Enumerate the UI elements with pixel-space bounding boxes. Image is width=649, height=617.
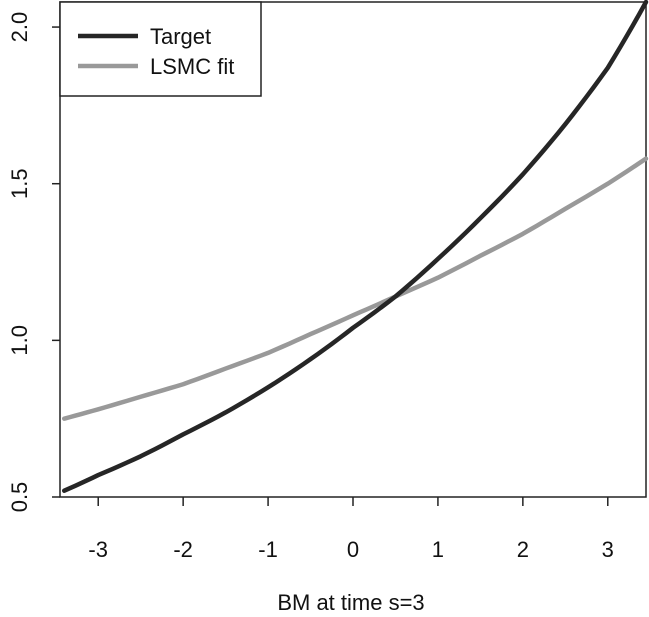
series-line-target [62,0,649,493]
x-tick-label: 2 [517,537,529,562]
y-tick-label: 1.5 [7,168,32,199]
x-tick-label: 3 [602,537,614,562]
x-tick-label: 1 [432,537,444,562]
y-axis: 0.5 1.0 1.5 2.0 [7,12,60,513]
legend-box [59,1,262,97]
x-axis: -3 -2 -1 0 1 2 3 [88,497,614,562]
x-tick-label: -1 [258,537,278,562]
x-tick-label: 0 [347,537,359,562]
x-axis-title: BM at time s=3 [277,590,424,615]
y-tick-label: 0.5 [7,482,32,513]
y-tick-label: 2.0 [7,12,32,43]
series-line-lsmc-fit [62,156,649,421]
series-layer [62,0,649,493]
legend-label-target: Target [150,24,211,49]
x-tick-label: -2 [173,537,193,562]
legend-label-lsmc-fit: LSMC fit [150,54,234,79]
y-tick-label: 1.0 [7,325,32,356]
x-tick-label: -3 [88,537,108,562]
legend: Target LSMC fit [59,1,262,97]
